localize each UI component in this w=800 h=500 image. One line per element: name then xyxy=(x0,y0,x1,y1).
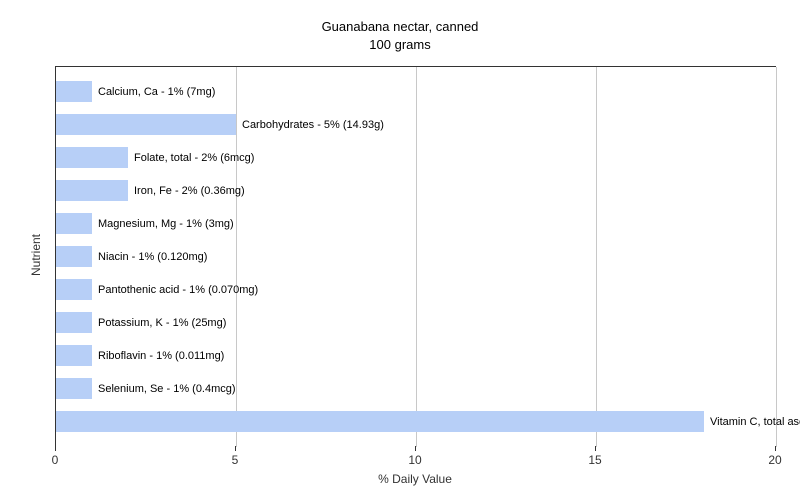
chart-title-line1: Guanabana nectar, canned xyxy=(0,18,800,36)
bar-label: Folate, total - 2% (6mcg) xyxy=(134,152,254,164)
gridline xyxy=(236,67,237,447)
bar-label: Niacin - 1% (0.120mg) xyxy=(98,251,207,263)
bar: Selenium, Se - 1% (0.4mcg) xyxy=(56,378,92,399)
x-axis-title: % Daily Value xyxy=(378,472,452,486)
bar: Magnesium, Mg - 1% (3mg) xyxy=(56,213,92,234)
x-tick xyxy=(415,446,416,451)
bar: Calcium, Ca - 1% (7mg) xyxy=(56,81,92,102)
gridline xyxy=(776,67,777,447)
x-tick xyxy=(775,446,776,451)
chart-title-block: Guanabana nectar, canned 100 grams xyxy=(0,18,800,53)
bar: Riboflavin - 1% (0.011mg) xyxy=(56,345,92,366)
plot-area: Calcium, Ca - 1% (7mg) Carbohydrates - 5%… xyxy=(55,66,776,447)
bar: Folate, total - 2% (6mcg) xyxy=(56,147,128,168)
gridline xyxy=(416,67,417,447)
chart-container: Guanabana nectar, canned 100 grams Calci… xyxy=(0,0,800,500)
x-tick-label: 0 xyxy=(52,453,59,467)
bar-label: Riboflavin - 1% (0.011mg) xyxy=(98,350,224,362)
chart-title-line2: 100 grams xyxy=(0,36,800,54)
bar-label: Selenium, Se - 1% (0.4mcg) xyxy=(98,383,236,395)
bar-label: Potassium, K - 1% (25mg) xyxy=(98,317,226,329)
bar: Pantothenic acid - 1% (0.070mg) xyxy=(56,279,92,300)
x-tick-label: 20 xyxy=(768,453,781,467)
x-tick-label: 15 xyxy=(588,453,601,467)
bar: Carbohydrates - 5% (14.93g) xyxy=(56,114,236,135)
bar: Vitamin C, total ascorbic acid - 18% (11… xyxy=(56,411,704,432)
y-axis-title: Nutrient xyxy=(29,234,43,276)
x-tick xyxy=(235,446,236,451)
bar-label: Pantothenic acid - 1% (0.070mg) xyxy=(98,284,258,296)
x-tick xyxy=(55,446,56,451)
bar-label: Magnesium, Mg - 1% (3mg) xyxy=(98,218,234,230)
x-tick xyxy=(595,446,596,451)
bar: Potassium, K - 1% (25mg) xyxy=(56,312,92,333)
bar-label: Iron, Fe - 2% (0.36mg) xyxy=(134,185,245,197)
bar-label: Carbohydrates - 5% (14.93g) xyxy=(242,119,384,131)
x-tick-label: 5 xyxy=(232,453,239,467)
gridline xyxy=(596,67,597,447)
bar: Iron, Fe - 2% (0.36mg) xyxy=(56,180,128,201)
bar-label: Calcium, Ca - 1% (7mg) xyxy=(98,86,215,98)
bar-label: Vitamin C, total ascorbic acid - 18% (11… xyxy=(710,416,800,428)
bar: Niacin - 1% (0.120mg) xyxy=(56,246,92,267)
x-tick-label: 10 xyxy=(408,453,421,467)
